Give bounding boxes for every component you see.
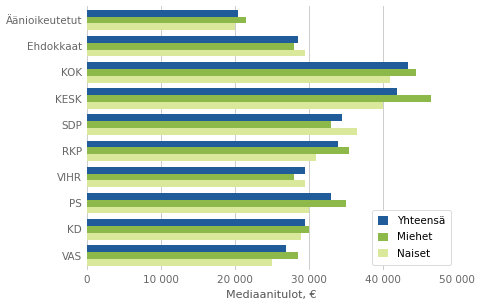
Bar bbox=[87, 95, 431, 102]
Bar bbox=[87, 102, 383, 109]
Bar bbox=[87, 141, 338, 147]
Bar bbox=[87, 219, 305, 226]
Bar bbox=[87, 259, 272, 266]
Bar bbox=[87, 17, 246, 23]
Bar bbox=[87, 193, 331, 200]
Bar bbox=[87, 69, 416, 76]
Bar bbox=[87, 62, 408, 69]
Bar bbox=[87, 43, 294, 50]
Bar bbox=[87, 167, 305, 174]
Bar bbox=[87, 245, 287, 252]
Bar bbox=[87, 121, 331, 128]
Bar bbox=[87, 154, 316, 161]
Bar bbox=[87, 147, 349, 154]
Bar bbox=[87, 36, 298, 43]
Bar bbox=[87, 50, 305, 56]
Bar bbox=[87, 128, 357, 135]
Bar bbox=[87, 200, 346, 207]
Bar bbox=[87, 252, 298, 259]
Legend: Yhteensä, Miehet, Naiset: Yhteensä, Miehet, Naiset bbox=[372, 210, 451, 265]
Bar bbox=[87, 233, 301, 240]
Bar bbox=[87, 174, 294, 181]
Bar bbox=[87, 23, 235, 30]
Bar bbox=[87, 10, 239, 17]
X-axis label: Mediaanitulot, €: Mediaanitulot, € bbox=[227, 290, 317, 300]
Bar bbox=[87, 207, 309, 214]
Bar bbox=[87, 114, 342, 121]
Bar bbox=[87, 88, 397, 95]
Bar bbox=[87, 181, 305, 187]
Bar bbox=[87, 76, 390, 83]
Bar bbox=[87, 226, 309, 233]
